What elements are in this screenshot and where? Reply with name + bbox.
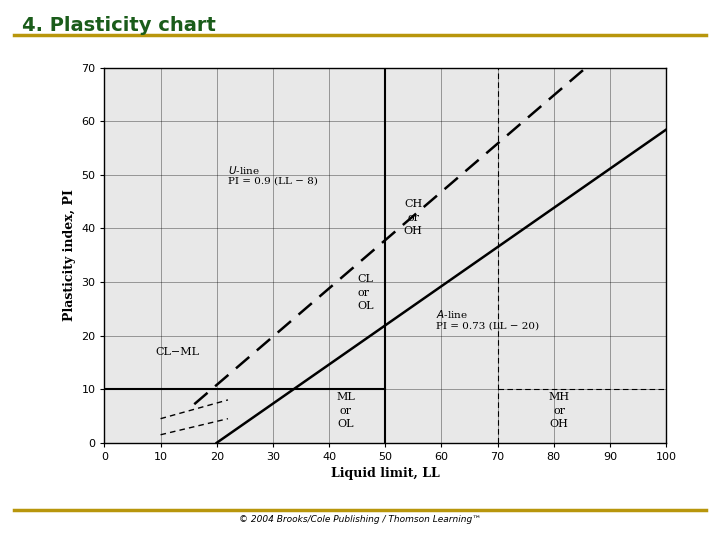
Text: $U$-line
PI = 0.9 (LL − 8): $U$-line PI = 0.9 (LL − 8): [228, 164, 318, 186]
Text: © 2004 Brooks/Cole Publishing / Thomson Learning™: © 2004 Brooks/Cole Publishing / Thomson …: [239, 515, 481, 524]
X-axis label: Liquid limit, LL: Liquid limit, LL: [330, 468, 440, 481]
Text: ML
or
OL: ML or OL: [336, 393, 355, 429]
Text: $A$-line
PI = 0.73 (LL − 20): $A$-line PI = 0.73 (LL − 20): [436, 308, 539, 330]
Text: MH
or
OH: MH or OH: [549, 393, 570, 429]
Text: CL
or
OL: CL or OL: [357, 274, 374, 311]
Y-axis label: Plasticity index, PI: Plasticity index, PI: [63, 189, 76, 321]
Text: CL−ML: CL−ML: [156, 347, 199, 356]
Text: CH
or
OH: CH or OH: [404, 199, 423, 236]
Text: 4. Plasticity chart: 4. Plasticity chart: [22, 16, 215, 35]
